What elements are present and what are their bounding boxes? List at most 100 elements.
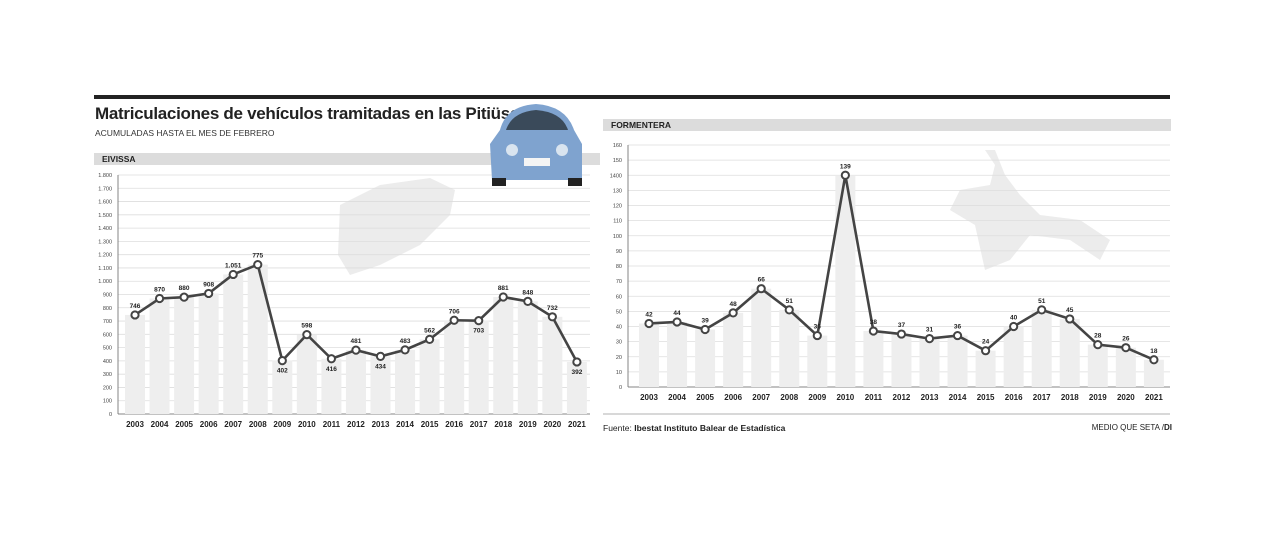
y-tick-label: 70	[616, 279, 622, 285]
point-2018	[498, 292, 508, 302]
data-label: 880	[179, 285, 190, 292]
y-tick-label: 300	[103, 372, 112, 378]
x-tick-label: 2004	[668, 393, 686, 402]
bar-2004	[149, 298, 170, 414]
bar-2008	[247, 264, 268, 414]
bar-2007	[751, 288, 772, 387]
x-tick-label: 2003	[640, 393, 658, 402]
point-2004	[672, 317, 682, 327]
bar-2012	[891, 334, 912, 387]
x-tick-label: 2009	[273, 420, 291, 429]
point-2014	[400, 345, 410, 355]
x-tick-label: 2012	[347, 420, 365, 429]
bar-2005	[695, 329, 716, 387]
y-tick-label: 120	[613, 204, 622, 210]
point-2012	[896, 329, 907, 339]
data-label: 48	[730, 301, 738, 308]
bar-2008	[779, 309, 800, 387]
data-label: 31	[926, 327, 934, 334]
data-label: 562	[424, 327, 435, 334]
y-tick-label: 400	[103, 359, 112, 365]
data-label: 703	[473, 328, 484, 335]
point-2016	[449, 315, 459, 325]
bar-2005	[174, 297, 195, 414]
y-tick-label: 1.600	[98, 200, 112, 206]
y-tick-label: 1.100	[98, 266, 112, 272]
bar-2007	[223, 274, 244, 414]
bar-2014	[395, 349, 416, 414]
point-2012	[351, 345, 361, 355]
data-label: 24	[982, 339, 990, 346]
bar-2021	[566, 361, 587, 414]
bar-2006	[723, 312, 744, 387]
point-2009	[812, 330, 822, 341]
bar-2018	[493, 297, 514, 414]
data-label: 392	[571, 369, 582, 376]
point-2009	[277, 356, 287, 366]
data-label: 881	[498, 285, 509, 292]
data-label: 434	[375, 363, 386, 370]
data-label: 746	[130, 303, 141, 310]
x-tick-label: 2014	[949, 393, 967, 402]
data-label: 51	[1038, 298, 1046, 305]
point-2016	[1009, 321, 1019, 332]
y-tick-label: 90	[616, 249, 622, 255]
data-label: 51	[786, 298, 794, 305]
y-tick-label: 1.700	[98, 186, 112, 192]
bar-2014	[947, 335, 968, 387]
x-tick-label: 2014	[396, 420, 414, 429]
point-2017	[1037, 305, 1047, 315]
y-tick-label: 800	[103, 306, 112, 312]
x-tick-label: 2019	[519, 420, 537, 429]
x-tick-label: 2017	[470, 420, 488, 429]
bar-2018	[1059, 318, 1080, 387]
y-tick-label: 130	[613, 188, 622, 194]
point-2015	[981, 346, 991, 356]
data-label: 18	[1150, 348, 1158, 355]
y-tick-label: 20	[616, 355, 622, 361]
source-name: Ibestat Instituto Balear de Estadística	[634, 423, 786, 433]
y-tick-label: 160	[613, 143, 622, 149]
point-2010	[302, 329, 312, 340]
y-tick-label: 100	[613, 234, 622, 240]
bar-2015	[975, 350, 996, 387]
y-tick-label: 500	[103, 346, 112, 352]
x-tick-label: 2020	[1117, 393, 1135, 402]
bar-2020	[1115, 347, 1136, 387]
bar-2011	[863, 331, 884, 387]
ibiza-map-silhouette	[338, 178, 455, 275]
data-label: 44	[673, 310, 681, 317]
point-2020	[1121, 343, 1131, 353]
data-label: 870	[154, 286, 165, 293]
y-tick-label: 100	[103, 399, 112, 405]
bar-2019	[517, 301, 538, 414]
y-tick-label: 200	[103, 385, 112, 391]
x-tick-label: 2005	[175, 420, 193, 429]
data-label: 36	[954, 324, 962, 331]
x-tick-label: 2010	[836, 393, 854, 402]
x-tick-label: 2016	[445, 420, 463, 429]
point-2008	[253, 260, 263, 270]
x-tick-label: 2012	[893, 393, 911, 402]
x-tick-label: 2013	[372, 420, 390, 429]
data-label: 481	[351, 338, 362, 345]
x-tick-label: 2007	[752, 393, 770, 402]
y-tick-label: 10	[616, 370, 622, 376]
y-tick-label: 1.000	[98, 279, 112, 285]
y-tick-label: 150	[613, 158, 622, 164]
data-label: 402	[277, 368, 288, 375]
data-label: 483	[400, 338, 411, 345]
data-label: 139	[840, 163, 851, 170]
data-label: 38	[870, 319, 878, 326]
point-2017	[474, 316, 484, 326]
bar-2009	[807, 335, 828, 387]
data-label: 36	[814, 324, 822, 331]
credit-suffix: DI	[1164, 423, 1172, 432]
x-tick-label: 2021	[568, 420, 586, 429]
bar-2021	[1143, 359, 1164, 387]
y-tick-label: 1.500	[98, 213, 112, 219]
x-tick-label: 2017	[1033, 393, 1051, 402]
y-tick-label: 1.800	[98, 173, 112, 179]
point-2006	[728, 308, 738, 318]
x-tick-label: 2013	[921, 393, 939, 402]
